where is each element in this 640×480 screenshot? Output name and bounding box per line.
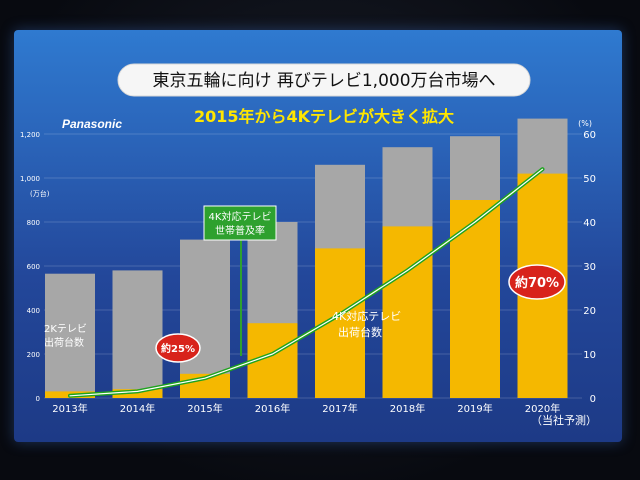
k4-shipment-bar — [450, 200, 500, 398]
forecast-note: （当社予測） — [531, 413, 597, 427]
x-tick-label: 2013年 — [52, 402, 87, 415]
left-axis-ticks: 0 200 400 600 800 1,000 1,200 — [20, 131, 40, 403]
x-tick-label: 2018年 — [390, 402, 425, 415]
bars — [45, 118, 568, 398]
right-axis-ticks: 0 10 20 30 40 50 60 — [583, 130, 596, 405]
left-axis-unit: (万台) — [30, 189, 50, 198]
tv-shipment-label-line2: 出荷台数 — [44, 336, 84, 349]
x-tick-label: 2017年 — [322, 402, 357, 415]
right-tick-label: 60 — [583, 130, 596, 141]
rate-label-line2: 世帯普及率 — [215, 224, 265, 237]
badge-2020 — [508, 264, 566, 300]
left-tick-label: 1,000 — [20, 175, 40, 183]
slide: Panasonic 東京五輪に向け 再びテレビ1,000万台市場へ 2015年か… — [14, 30, 622, 442]
tv-shipment-label-line1: 2Kテレビ — [44, 323, 87, 335]
left-tick-label: 800 — [27, 219, 40, 227]
right-tick-label: 0 — [590, 394, 596, 405]
x-tick-label: 2020年 — [525, 402, 560, 415]
left-tick-label: 0 — [36, 395, 40, 403]
right-tick-label: 30 — [583, 262, 596, 273]
slide-canvas: Panasonic 東京五輪に向け 再びテレビ1,000万台市場へ 2015年か… — [20, 63, 597, 427]
total-shipment-bar — [45, 273, 95, 398]
rate-label-box — [203, 205, 277, 241]
x-tick-label: 2016年 — [255, 402, 290, 415]
left-tick-label: 1,200 — [20, 131, 40, 139]
right-tick-label: 20 — [583, 306, 596, 317]
adoption-rate-line-highlight — [69, 168, 544, 397]
k4-shipment-bar — [382, 226, 433, 398]
right-axis-unit: (%) — [578, 119, 592, 128]
right-tick-label: 10 — [583, 350, 596, 361]
headline: 東京五輪に向け 再びテレビ1,000万台市場へ — [152, 71, 495, 91]
right-tick-label: 40 — [583, 218, 596, 229]
badge-2015-text: 約25% — [161, 342, 195, 355]
subheadline: 2015年から4Kテレビが大きく拡大 — [194, 107, 454, 126]
headline-box — [117, 63, 531, 97]
k4-shipment-bar — [112, 389, 163, 398]
x-tick-label: 2015年 — [187, 402, 222, 415]
brand-logo: Panasonic — [62, 117, 122, 131]
k4-shipment-label-line2: 出荷台数 — [338, 325, 382, 339]
x-axis-labels: 2013年 2014年 2015年 2016年 2017年 2018年 2019年 2020年 — [52, 402, 560, 415]
badge-2020-text: 約70% — [515, 275, 559, 291]
x-tick-label: 2014年 — [120, 402, 155, 415]
left-tick-label: 600 — [27, 263, 40, 271]
x-tick-label: 2019年 — [457, 402, 492, 415]
k4-shipment-label-line1: 4K対応テレビ — [332, 309, 401, 323]
right-tick-label: 50 — [583, 174, 596, 185]
total-shipment-bar — [112, 270, 163, 398]
rate-label-line1: 4K対応テレビ — [209, 210, 272, 223]
left-tick-label: 400 — [27, 307, 40, 315]
badge-2015 — [155, 333, 201, 363]
left-tick-label: 200 — [27, 351, 40, 359]
